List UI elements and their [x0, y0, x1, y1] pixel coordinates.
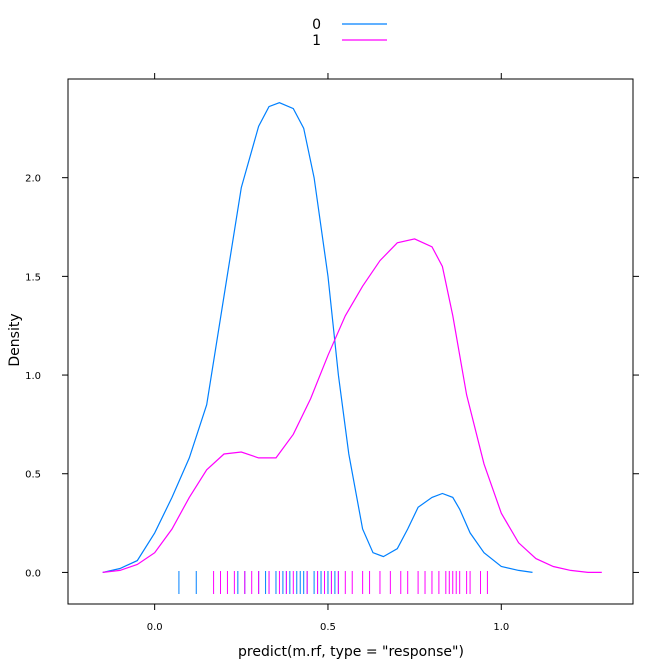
y-tick-label: 1.0	[25, 371, 41, 382]
y-tick-label: 2.0	[25, 174, 41, 185]
y-tick-label: 0.0	[25, 568, 41, 579]
plot-frame	[68, 79, 633, 604]
legend-label-1: 1	[312, 33, 321, 49]
density-line-1	[103, 239, 602, 573]
legend: 01	[312, 17, 387, 49]
x-tick-label: 1.0	[493, 622, 509, 633]
legend-label-0: 0	[312, 17, 321, 33]
y-axis-label: Density	[7, 313, 23, 366]
density-line-0	[103, 103, 533, 573]
x-axis-label: predict(m.rf, type = "response")	[238, 644, 464, 660]
x-tick-label: 0.5	[320, 622, 336, 633]
y-tick-label: 0.5	[25, 470, 41, 481]
axes: 0.0 0.5 1.0 0.0 0.5 1.0 1.5 2.0	[25, 73, 639, 633]
density-curves	[103, 103, 602, 573]
y-tick-label: 1.5	[25, 272, 41, 283]
rug-ticks	[179, 571, 487, 594]
x-tick-label: 0.0	[147, 622, 163, 633]
